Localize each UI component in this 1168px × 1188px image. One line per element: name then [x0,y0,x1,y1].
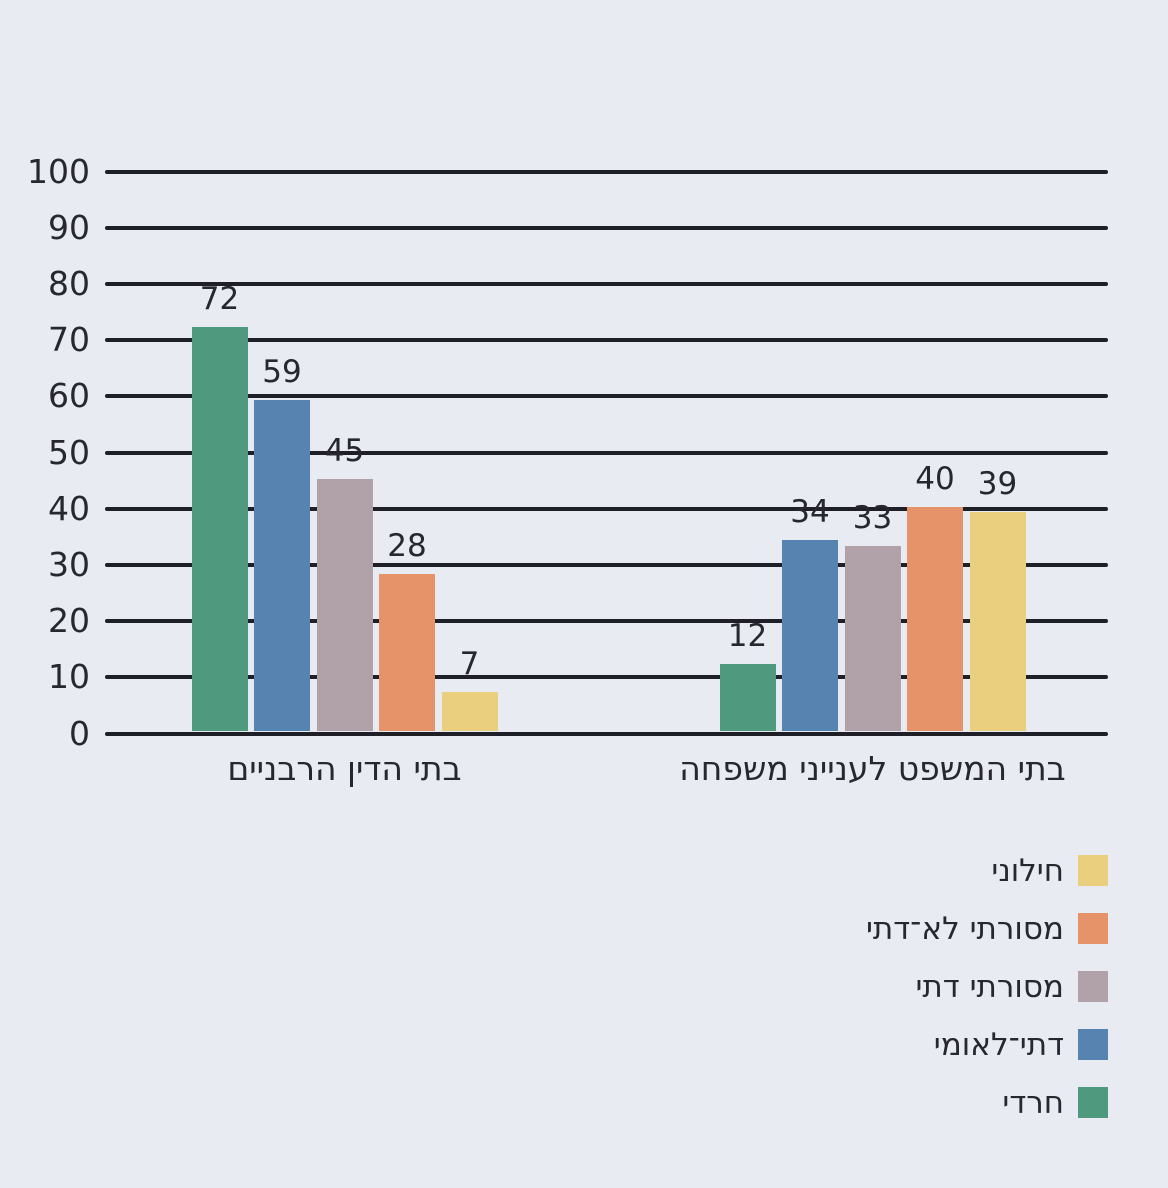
legend-item-חילוני: חילוני [0,853,1108,889]
x-axis-category-label: בתי הדין הרבניים [227,749,462,788]
bar-חרדי-בתי המשפט לענייני משפחה [719,664,776,732]
y-axis-tick-label: 20 [48,601,90,641]
legend-label: מסורתי לא־דתי [865,911,1064,947]
bar-דתי־לאומי-בתי הדין הרבניים [254,399,310,732]
legend-label: דתי־לאומי [933,1027,1064,1063]
gridline-y-0 [105,731,1108,736]
legend-label: חרדי [1002,1085,1064,1121]
y-axis-tick-label: 90 [48,207,90,247]
gridline-y-90 [105,225,1108,230]
gridline-y-30 [105,562,1108,567]
bar-value-label: 39 [977,466,1018,503]
gridline-y-20 [105,619,1108,624]
y-axis-tick-label: 70 [48,320,90,360]
legend-item-דתי־לאומי: דתי־לאומי [0,1027,1108,1063]
bar-מסורתי דתי-בתי הדין הרבניים [316,478,373,732]
gridline-y-50 [105,450,1108,455]
legend-swatch [1078,1087,1108,1118]
bar-חילוני-בתי המשפט לענייני משפחה [969,512,1026,732]
gridline-y-70 [105,338,1108,343]
gridline-y-60 [105,394,1108,399]
bar-חרדי-בתי הדין הרבניים [191,326,248,732]
y-axis-tick-label: 0 [69,713,90,753]
y-axis-tick-label: 10 [48,657,90,697]
legend-swatch [1078,913,1108,944]
bar-value-label: 34 [790,494,830,531]
bar-דתי־לאומי-בתי המשפט לענייני משפחה [782,540,838,732]
gridline-y-40 [105,506,1108,511]
legend-item-מסורתי לא־דתי: מסורתי לא־דתי [0,911,1108,947]
y-axis-tick-label: 60 [48,376,90,416]
x-axis-category-label: בתי המשפט לענייני משפחה [679,749,1066,788]
legend-swatch [1078,971,1108,1002]
legend-swatch [1078,1029,1108,1060]
legend-label: חילוני [991,853,1064,889]
y-axis-tick-label: 50 [48,432,90,472]
bar-value-label: 45 [324,432,365,469]
bar-מסורתי לא־דתי-בתי המשפט לענייני משפחה [907,506,963,732]
legend-swatch [1078,855,1108,886]
legend-item-מסורתי דתי: מסורתי דתי [0,969,1108,1005]
bar-מסורתי לא־דתי-בתי הדין הרבניים [379,574,435,732]
y-axis-tick-label: 30 [48,544,90,584]
gridline-y-100 [105,169,1108,174]
bar-מסורתי דתי-בתי המשפט לענייני משפחה [844,546,901,732]
gridline-y-10 [105,675,1108,680]
legend-label: מסורתי דתי [915,969,1064,1005]
bar-value-label: 59 [262,353,302,390]
bar-value-label: 33 [852,500,893,537]
bar-חילוני-בתי הדין הרבניים [441,692,498,732]
bar-value-label: 40 [915,460,955,497]
bar-value-label: 72 [199,280,240,317]
bar-value-label: 12 [727,618,768,655]
legend-item-חרדי: חרדי [0,1085,1108,1121]
bar-value-label: 28 [387,528,427,565]
y-axis-tick-label: 100 [27,151,90,191]
bar-value-label: 7 [459,646,480,683]
y-axis-tick-label: 40 [48,488,90,528]
y-axis-tick-label: 80 [48,263,90,303]
gridline-y-80 [105,281,1108,286]
